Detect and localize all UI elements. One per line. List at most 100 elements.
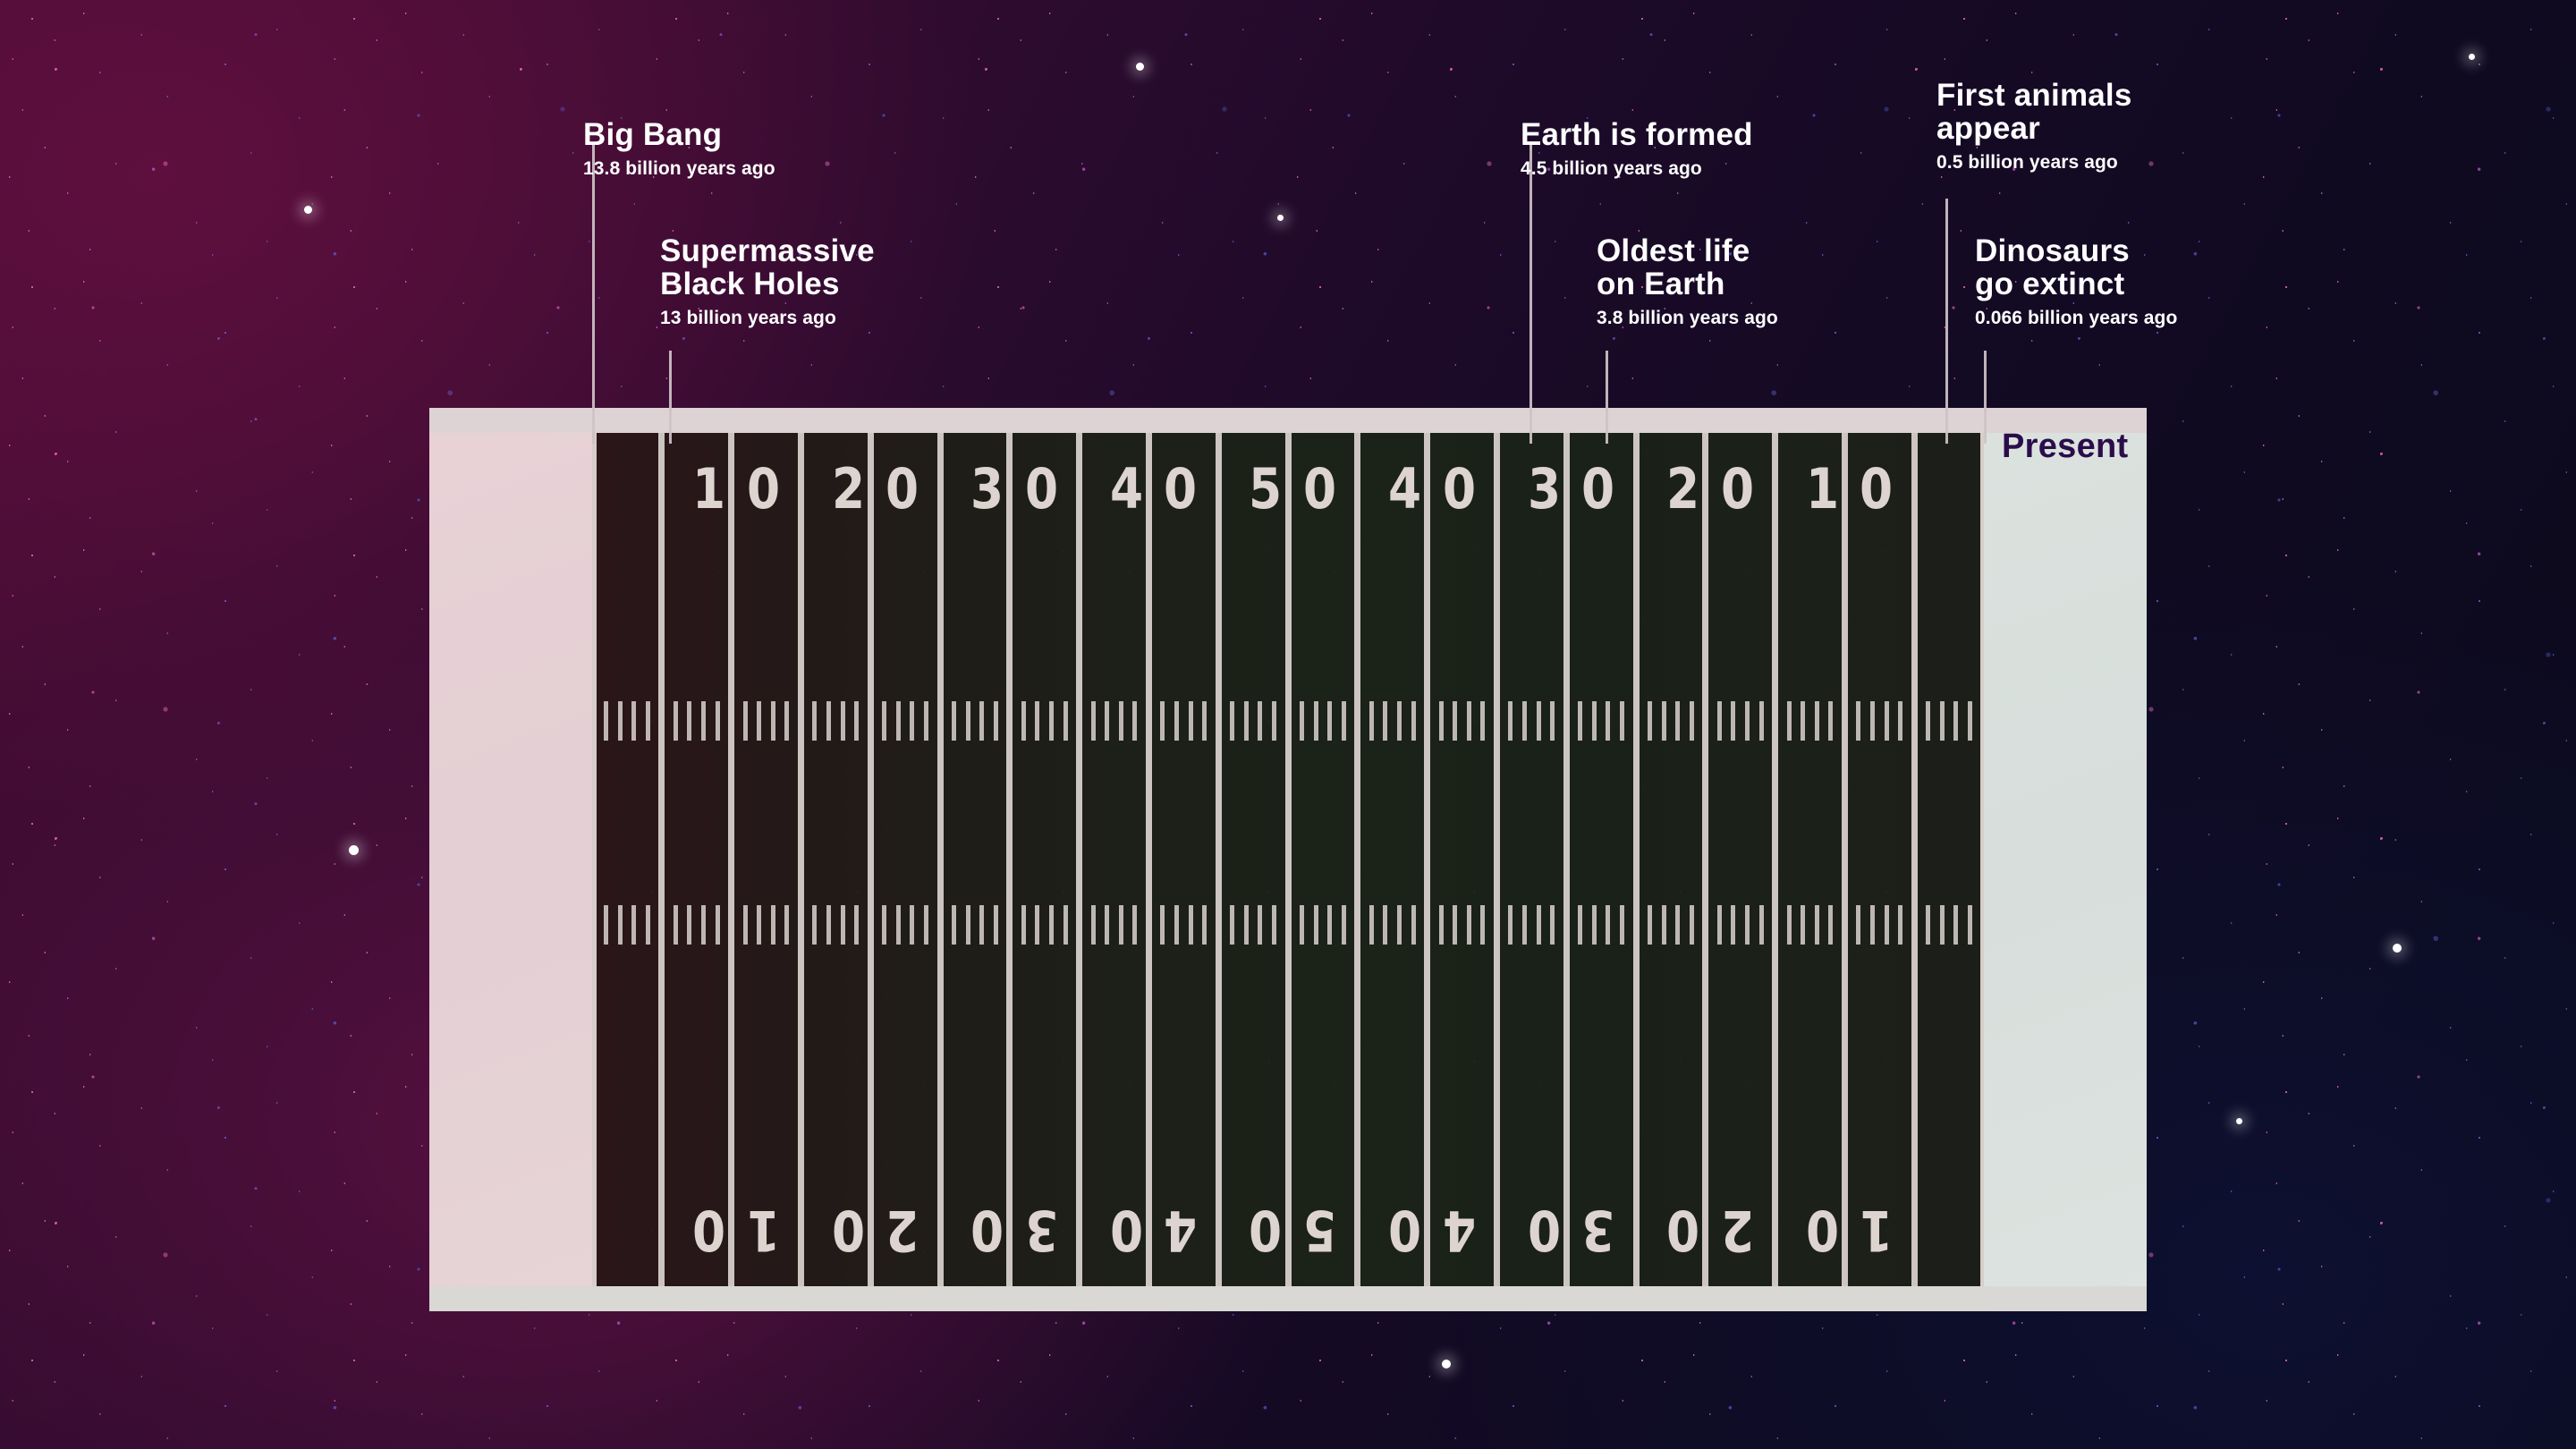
hash-mark [1021, 701, 1026, 741]
hash-mark [1758, 905, 1764, 945]
event-subtitle: 4.5 billion years ago [1521, 158, 1702, 180]
event-annotation-first-animals-appear: First animals appear 0.5 billion years ag… [1936, 79, 2132, 174]
event-subtitle: 3.8 billion years ago [1597, 308, 1778, 329]
hash-mark [1619, 905, 1624, 945]
hash-mark [1300, 905, 1305, 945]
hash-mark [1466, 701, 1471, 741]
hash-mark [854, 905, 860, 945]
hash-mark [993, 905, 998, 945]
hash-mark [1396, 701, 1402, 741]
hash-mark [923, 905, 928, 945]
end-zone-present [1984, 408, 2147, 1311]
hash-mark [604, 701, 609, 741]
yard-line-85 [1772, 433, 1779, 1286]
hash-mark [1063, 905, 1068, 945]
yard-number: 3 [1581, 1198, 1615, 1263]
hash-mark [1786, 905, 1792, 945]
hash-mark [1731, 701, 1736, 741]
bright-star-icon [1136, 63, 1144, 71]
hash-mark [1090, 905, 1096, 945]
event-annotation-oldest-life-on-earth: Oldest life on Earth 3.8 billion years ag… [1597, 234, 1778, 329]
bright-star-icon [1277, 215, 1284, 221]
hash-mark [1522, 905, 1528, 945]
hash-mark [826, 905, 832, 945]
yard-number: 0 [1527, 1198, 1561, 1263]
goal-line [592, 433, 597, 1286]
hash-mark [1744, 701, 1750, 741]
hash-mark [1160, 701, 1165, 741]
bright-star-icon [349, 845, 359, 855]
hash-mark [1327, 701, 1333, 741]
hash-mark [617, 701, 623, 741]
hash-mark [1661, 905, 1666, 945]
event-subtitle: 0.066 billion years ago [1975, 308, 2178, 329]
hash-mark [882, 905, 887, 945]
hash-mark [673, 701, 678, 741]
hash-mark [812, 701, 818, 741]
yard-number: 4 [1109, 456, 1143, 521]
yard-line-75 [1632, 433, 1640, 1286]
hash-mark [1258, 701, 1263, 741]
hash-mark [910, 701, 915, 741]
leader-line-oldest-life-on-earth [1606, 351, 1608, 444]
hash-mark [617, 905, 623, 945]
yard-number: 0 [1249, 1198, 1283, 1263]
event-annotation-big-bang: Big Bang 13.8 billion years ago [583, 118, 775, 180]
hash-mark [1522, 701, 1528, 741]
yard-number: 0 [1024, 456, 1058, 521]
hash-mark [1591, 905, 1597, 945]
hash-mark [993, 701, 998, 741]
yard-line-60 [1424, 433, 1431, 1286]
yard-number: 0 [1860, 456, 1894, 521]
hash-mark [1744, 905, 1750, 945]
hash-mark [952, 905, 957, 945]
yard-number: 0 [746, 456, 780, 521]
hash-mark [1174, 905, 1180, 945]
hash-mark [1383, 701, 1388, 741]
hash-mark [1453, 905, 1458, 945]
hash-mark [1939, 701, 1945, 741]
hash-mark [1536, 905, 1541, 945]
yard-number: 2 [1666, 456, 1700, 521]
leader-line-big-bang [592, 143, 595, 444]
yard-number: 3 [970, 456, 1004, 521]
yard-number: 3 [1024, 1198, 1058, 1263]
yard-number: 0 [1442, 456, 1476, 521]
yard-number: 2 [1720, 1198, 1754, 1263]
hash-mark [965, 701, 970, 741]
hash-mark [1828, 701, 1834, 741]
hash-mark [1188, 905, 1193, 945]
hash-mark [1480, 905, 1486, 945]
yard-line-35 [1076, 433, 1083, 1286]
yard-line-20 [867, 433, 874, 1286]
yard-number: 0 [1387, 1198, 1422, 1263]
event-subtitle: 13.8 billion years ago [583, 158, 775, 180]
hash-mark [757, 701, 762, 741]
hash-mark-row-lower [592, 905, 1984, 945]
yard-number: 5 [1303, 1198, 1337, 1263]
yard-number: 1 [691, 456, 726, 521]
leader-line-earth-is-formed [1530, 143, 1532, 444]
hash-mark [1341, 905, 1346, 945]
hash-mark [1939, 905, 1945, 945]
hash-mark [1606, 701, 1611, 741]
hash-mark [1438, 701, 1444, 741]
hash-mark [1466, 905, 1471, 945]
hash-mark [1230, 905, 1235, 945]
hash-mark [1243, 905, 1249, 945]
hash-mark [895, 701, 901, 741]
hash-mark [631, 905, 637, 945]
hash-mark [1243, 701, 1249, 741]
hash-mark [1814, 905, 1819, 945]
hash-mark [1648, 701, 1653, 741]
hash-mark [1063, 701, 1068, 741]
hash-mark [965, 905, 970, 945]
hash-mark [1716, 905, 1722, 945]
event-title: Big Bang [583, 117, 723, 152]
hash-mark [1508, 905, 1513, 945]
hash-mark [1619, 701, 1624, 741]
yard-line-25 [936, 433, 944, 1286]
yard-line-80 [1702, 433, 1709, 1286]
event-subtitle: 0.5 billion years ago [1936, 152, 2118, 174]
